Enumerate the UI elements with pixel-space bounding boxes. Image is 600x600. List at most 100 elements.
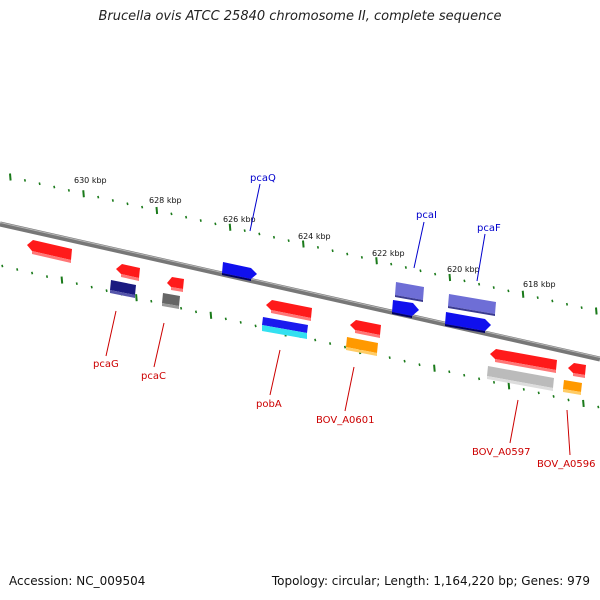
lower-scale-minor-tick (492, 380, 496, 384)
lower-scale-minor-tick (90, 285, 93, 289)
gene-pcaF-b[interactable] (445, 312, 491, 333)
gene-pcaI-a[interactable] (395, 282, 424, 302)
genes (27, 240, 586, 395)
upper-scale-minor-tick (126, 202, 129, 206)
upper-scale-major-tick (595, 307, 598, 315)
gene-label-BOV_A0601[interactable]: BOV_A0601 (316, 415, 375, 426)
lower-scale-minor-tick (75, 282, 78, 286)
gene-pcaC-a[interactable] (167, 277, 184, 292)
upper-scale-minor-tick (38, 182, 41, 186)
gene-pcaC-b[interactable] (162, 293, 180, 309)
gene-pcaG-a-shape (116, 264, 140, 278)
gene-pcaG-a[interactable] (116, 264, 140, 281)
backbone-highlight (0, 222, 600, 358)
scale-label-624: 624 kbp (298, 232, 331, 241)
gene-label-pcaC[interactable]: pcaC (141, 371, 166, 382)
gene-red-1[interactable] (27, 240, 72, 263)
leader-BOV_A0601 (344, 366, 355, 412)
upper-scale-minor-tick (551, 299, 554, 303)
gene-pcaC-a-shape (167, 277, 184, 289)
leader-pobA (269, 349, 281, 396)
gene-red-1-shape (27, 240, 72, 260)
gene-BOV_A0597-b[interactable] (487, 366, 554, 391)
lower-scale-minor-tick (537, 391, 540, 395)
gene-pcaI-b-shape (392, 300, 419, 316)
upper-scale-minor-tick (419, 269, 422, 273)
lower-scale-minor-tick (448, 370, 451, 374)
upper-scale-minor-tick (272, 235, 276, 239)
gene-pobA-b[interactable] (262, 317, 308, 339)
gene-pcaF-a[interactable] (448, 294, 496, 316)
topology-summary: Topology: circular; Length: 1,164,220 bp… (271, 574, 590, 588)
lower-scale-major-tick (60, 276, 64, 284)
upper-scale-minor-tick (185, 215, 188, 219)
gene-BOV_A0596-b-shade (563, 389, 581, 395)
leader-BOV_A0597 (509, 399, 519, 444)
lower-scale-minor-tick (239, 321, 242, 324)
gene-pobA-a[interactable] (266, 300, 312, 321)
lower-scale-minor-tick (597, 405, 600, 409)
upper-scale-ticks (9, 173, 598, 315)
gene-pcaC-b-shade (162, 303, 179, 309)
upper-scale-minor-tick (463, 279, 466, 283)
gene-label-pcaI[interactable]: pcaI (416, 210, 437, 221)
lower-scale-minor-tick (418, 363, 421, 367)
gene-label-pobA[interactable]: pobA (256, 399, 282, 410)
gene-pcaF-b-shape (445, 312, 491, 331)
lower-scale-minor-tick (194, 310, 198, 314)
gene-pobA-b-shade (262, 325, 307, 339)
upper-scale-minor-tick (565, 302, 569, 306)
lower-scale-minor-tick (16, 268, 19, 271)
backbone-line (0, 221, 600, 362)
gene-pcaQ-shape (222, 262, 257, 279)
gene-pcaQ[interactable] (222, 262, 257, 281)
gene-label-BOV_A0597[interactable]: BOV_A0597 (472, 447, 531, 458)
lower-scale-major-tick (209, 311, 213, 319)
upper-scale-major-tick (448, 273, 452, 282)
upper-scale-minor-tick (434, 272, 437, 276)
lower-scale-minor-tick (343, 345, 347, 349)
lower-scale-minor-tick (314, 338, 317, 342)
gene-label-pcaF[interactable]: pcaF (477, 223, 501, 234)
gene-pcaG-b[interactable] (110, 280, 136, 298)
gene-BOV_A0601-b[interactable] (346, 337, 378, 356)
upper-scale-minor-tick (287, 239, 290, 243)
gene-pcaF-a-shape (448, 294, 496, 314)
label-leader-lines (105, 183, 571, 456)
lower-scale-minor-tick (1, 264, 4, 268)
gene-BOV_A0601-a-shape (350, 320, 381, 335)
gene-label-pcaG[interactable]: pcaG (93, 359, 119, 370)
gene-BOV_A0601-a[interactable] (350, 320, 381, 338)
lower-scale-minor-tick (105, 289, 108, 293)
upper-scale-minor-tick (243, 229, 246, 232)
gene-BOV_A0596-b[interactable] (563, 380, 582, 395)
upper-scale-minor-tick (346, 252, 349, 256)
scale-label-620: 620 kbp (447, 265, 480, 274)
gene-BOV_A0597-a-shape (490, 349, 557, 370)
gene-label-BOV_A0596[interactable]: BOV_A0596 (537, 459, 596, 470)
leader-pcaG (105, 310, 117, 357)
gene-BOV_A0601-a-shade (355, 330, 380, 338)
upper-scale-minor-tick (67, 189, 70, 192)
page-title: Brucella ovis ATCC 25840 chromosome II, … (98, 9, 502, 24)
gene-BOV_A0596-a[interactable] (568, 363, 586, 378)
lower-scale-minor-tick (224, 317, 227, 321)
gene-BOV_A0601-b-shape (346, 337, 378, 353)
lower-scale-minor-tick (329, 342, 332, 345)
upper-scale-minor-tick (258, 232, 261, 236)
upper-scale-minor-tick (97, 195, 100, 199)
gene-BOV_A0597-a[interactable] (490, 349, 557, 373)
scale-label-628: 628 kbp (149, 196, 182, 205)
upper-scale-minor-tick (507, 289, 510, 293)
gene-pcaG-b-shade (110, 290, 135, 298)
gene-BOV_A0601-b-shade (346, 347, 377, 356)
gene-pcaC-a-shade (171, 287, 183, 292)
gene-label-pcaQ[interactable]: pcaQ (250, 173, 276, 184)
gene-pcaI-b-shade (392, 312, 412, 318)
upper-scale-major-tick (375, 257, 378, 265)
lower-scale-minor-tick (45, 275, 49, 278)
gene-pcaC-b-shape (162, 293, 180, 306)
gene-pcaI-b[interactable] (392, 300, 419, 318)
gene-pcaF-a-shade (448, 306, 495, 316)
